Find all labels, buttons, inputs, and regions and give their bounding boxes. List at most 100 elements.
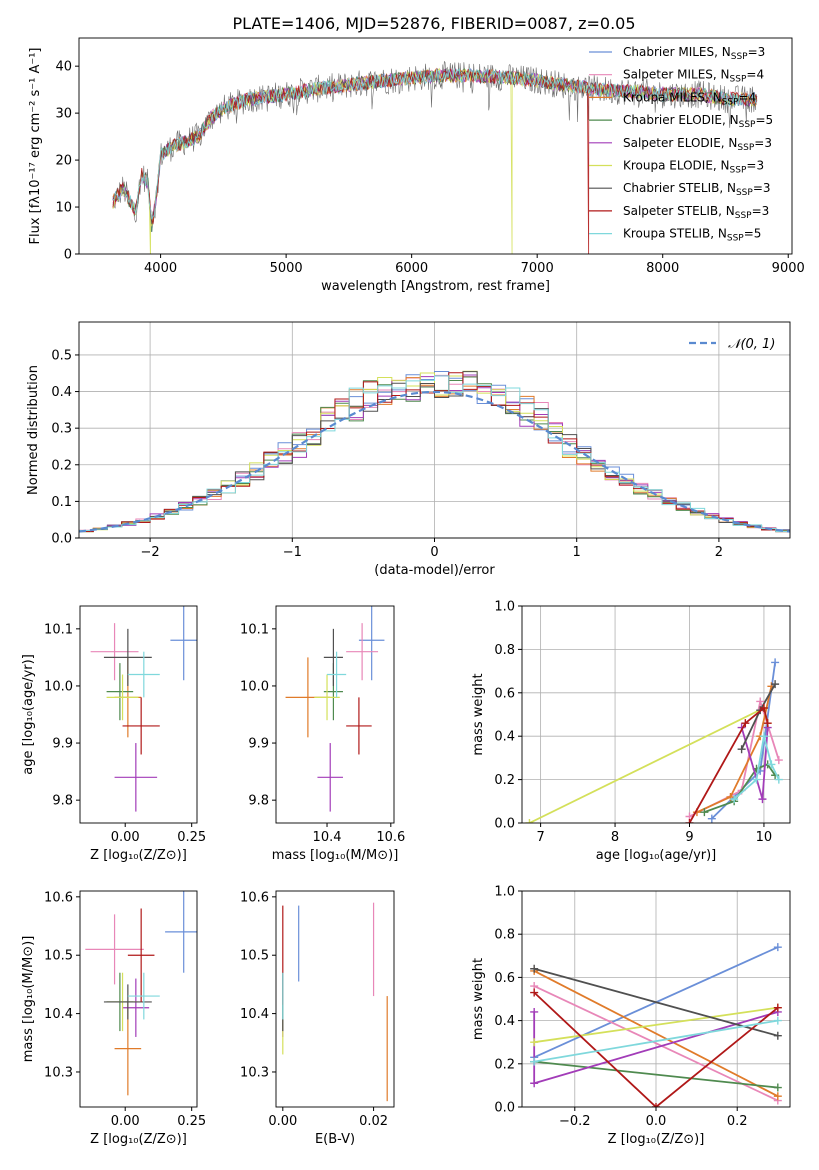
- x-tick-label: 0.00: [268, 1114, 297, 1129]
- y-tick-label: 0.0: [494, 817, 515, 832]
- y-tick-label: 9.9: [248, 737, 269, 752]
- series-marker: [737, 745, 746, 754]
- x-tick-label: 10: [756, 830, 773, 845]
- axes-frame: [79, 605, 198, 824]
- legend-tail: =5: [744, 227, 762, 241]
- axes-frame: [78, 321, 791, 539]
- y-tick-label: 10.1: [44, 622, 73, 637]
- y-tick-label: 10.4: [240, 1007, 269, 1022]
- series-marker: [652, 1103, 660, 1107]
- x-tick-label: −1: [283, 545, 302, 560]
- x-tick-label: 0.25: [177, 830, 206, 845]
- y-tick-label: 10.6: [44, 890, 73, 905]
- legend-subscript: SSP: [737, 143, 754, 153]
- series-marker: [530, 1079, 539, 1088]
- legend-subscript: SSP: [735, 211, 752, 221]
- series-marker: [759, 732, 768, 741]
- series-marker: [773, 1031, 782, 1040]
- y-tick-label: 10.4: [44, 1007, 73, 1022]
- y-tick-label: 10.3: [240, 1065, 269, 1080]
- legend-subscript: SSP: [730, 166, 747, 176]
- x-tick-label: 0.02: [359, 1114, 388, 1129]
- x-tick-label: 8: [611, 830, 619, 845]
- y-axis-label: mass weight: [471, 958, 486, 1040]
- series-line: [533, 967, 779, 1037]
- y-tick-label: 9.8: [248, 794, 269, 809]
- series-marker: [730, 795, 739, 804]
- x-axis-label: Z [log₁₀(Z/Z⊙)]: [90, 848, 187, 863]
- x-tick-label: −0.2: [559, 1114, 591, 1129]
- y-tick-label: 9.8: [52, 794, 73, 809]
- x-axis-label: age [log₁₀(age/yr)]: [596, 848, 717, 863]
- histogram-step: [79, 375, 790, 533]
- x-tick-label: 0.0: [646, 1114, 667, 1129]
- y-tick-label: 10.1: [240, 622, 269, 637]
- y-tick-label: 9.9: [52, 737, 73, 752]
- x-tick-label: 8000: [646, 261, 679, 276]
- axes-frame: [79, 890, 198, 1108]
- series-marker: [530, 988, 539, 997]
- y-tick-label: 10.5: [240, 949, 269, 964]
- legend-tail: =3: [746, 159, 764, 173]
- y-tick-label: 0.2: [494, 773, 515, 788]
- x-tick-label: 10.6: [376, 830, 405, 845]
- x-tick-label: −2: [141, 545, 160, 560]
- plot-area: [282, 902, 388, 1102]
- series-marker: [773, 1003, 782, 1012]
- series-marker: [752, 775, 761, 784]
- y-axis-label: age [log₁₀(age/yr)]: [21, 654, 36, 775]
- x-axis-label: Z [log₁₀(Z/Z⊙)]: [608, 1132, 705, 1147]
- plot-area: [530, 943, 782, 1107]
- series-marker: [773, 1016, 782, 1025]
- x-axis-label: Z [log₁₀(Z/Z⊙)]: [90, 1132, 187, 1147]
- series-marker: [774, 756, 783, 765]
- series-marker: [530, 1057, 539, 1066]
- legend-entry: Kroupa STELIB, NSSP=5: [623, 227, 761, 244]
- x-tick-label: 7000: [521, 261, 554, 276]
- series-marker: [774, 775, 783, 784]
- x-tick-label: 0.00: [111, 830, 140, 845]
- legend-entry: Chabrier ELODIE, NSSP=5: [623, 113, 773, 130]
- plot-area: [285, 606, 385, 812]
- series-line: [529, 706, 769, 823]
- normal-curve: [79, 390, 790, 533]
- legend-tail: =3: [753, 181, 771, 195]
- legend-entry: Salpeter ELODIE, NSSP=3: [623, 136, 772, 153]
- y-tick-label: 0.1: [51, 495, 72, 510]
- y-tick-label: 10.0: [44, 679, 73, 694]
- axes-frame: [521, 605, 791, 824]
- y-tick-label: 0.3: [51, 422, 72, 437]
- series-marker: [756, 697, 765, 706]
- x-tick-label: 10.4: [313, 830, 342, 845]
- y-tick-label: 1.0: [494, 885, 515, 900]
- y-tick-label: 10.0: [240, 679, 269, 694]
- y-axis-label: Normed distribution: [26, 365, 41, 495]
- y-tick-label: 30: [55, 107, 72, 122]
- series-marker: [767, 760, 776, 769]
- axes-frame: [275, 890, 395, 1108]
- mass-weight-vs-Z-panel: −0.2 0.0 0.2 0.0 0.2 0.4 0.6 0.8 1.0 Z [log₁₀(Z/Z…: [471, 885, 791, 1147]
- legend-entry: Salpeter MILES, NSSP=4: [623, 68, 764, 85]
- y-tick-label: 0.4: [494, 730, 515, 745]
- y-tick-label: 0.0: [51, 532, 72, 547]
- series-marker: [759, 703, 768, 712]
- legend-subscript: SSP: [730, 75, 747, 85]
- y-tick-label: 0.2: [51, 458, 72, 473]
- series-marker: [773, 1083, 782, 1092]
- y-tick-label: 10.6: [240, 890, 269, 905]
- figure-title: PLATE=1406, MJD=52876, FIBERID=0087, z=0…: [232, 14, 635, 33]
- y-tick-label: 0.5: [51, 348, 72, 363]
- x-axis-label: E(B-V): [315, 1132, 355, 1147]
- x-tick-label: 2: [715, 545, 723, 560]
- series-marker: [771, 658, 780, 667]
- x-tick-label: 1: [573, 545, 581, 560]
- y-tick-label: 0.0: [494, 1101, 515, 1116]
- y-tick-label: 0.4: [51, 385, 72, 400]
- y-tick-label: 0.6: [494, 686, 515, 701]
- series-line: [533, 970, 779, 1098]
- x-tick-label: 9000: [772, 261, 805, 276]
- series-line: [688, 706, 769, 823]
- y-tick-label: 0: [64, 248, 72, 263]
- axes-frame: [78, 37, 793, 255]
- series-marker: [530, 1007, 539, 1016]
